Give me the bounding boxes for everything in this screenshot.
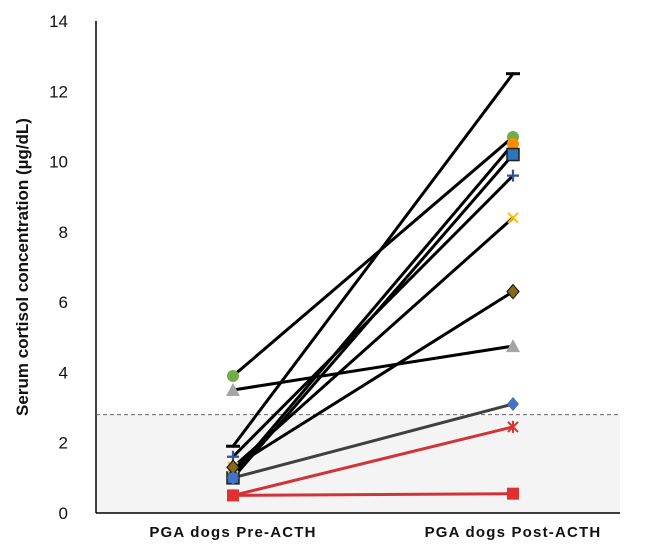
y-tick-labels: 0 2 4 6 8 10 12 14: [49, 12, 68, 523]
marker-square: [507, 487, 519, 500]
series-line: [231, 142, 515, 476]
marker-circle: [507, 138, 519, 150]
marker-triangle: [226, 383, 240, 396]
series-line: [231, 290, 515, 469]
marker-diamond: [227, 470, 239, 485]
x-category-label-pre: PGA dogs Pre-ACTH: [149, 524, 316, 541]
series-line: [231, 344, 515, 392]
series-line: [231, 72, 515, 448]
y-tick-label: 0: [59, 504, 68, 523]
marker-diamond: [506, 283, 520, 300]
marker-triangle: [506, 339, 520, 353]
y-tick-label: 12: [49, 82, 68, 101]
y-tick-label: 2: [59, 434, 68, 453]
axes: [95, 21, 620, 514]
marker-square: [227, 489, 239, 502]
series-lines: [231, 72, 515, 497]
marker-x: [507, 212, 519, 224]
y-tick-label: 6: [59, 293, 68, 312]
series-line: [231, 135, 515, 378]
y-axis-title: Serum cortisol concentration (µg/dL): [13, 118, 32, 416]
y-tick-label: 14: [49, 12, 68, 31]
x-category-labels: PGA dogs Pre-ACTH PGA dogs Post-ACTH: [149, 524, 602, 541]
series-line: [231, 425, 515, 497]
y-tick-label: 4: [59, 363, 68, 382]
series-line: [231, 492, 515, 497]
series-line: [231, 174, 515, 459]
y-tick-label: 10: [49, 153, 68, 172]
x-category-label-post: PGA dogs Post-ACTH: [425, 524, 602, 541]
marker-square: [506, 147, 520, 162]
marker-diamond: [507, 397, 519, 412]
series-line: [231, 216, 515, 469]
marker-star: [507, 420, 519, 433]
series-markers: [226, 72, 520, 502]
y-tick-label: 8: [59, 223, 68, 242]
marker-circle: [227, 369, 239, 382]
series-line: [231, 402, 515, 480]
marker-plus: [507, 169, 519, 182]
